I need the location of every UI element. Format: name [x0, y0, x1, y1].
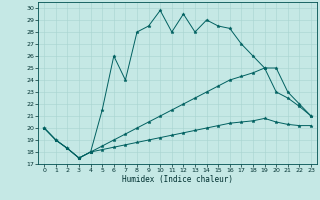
X-axis label: Humidex (Indice chaleur): Humidex (Indice chaleur): [122, 175, 233, 184]
